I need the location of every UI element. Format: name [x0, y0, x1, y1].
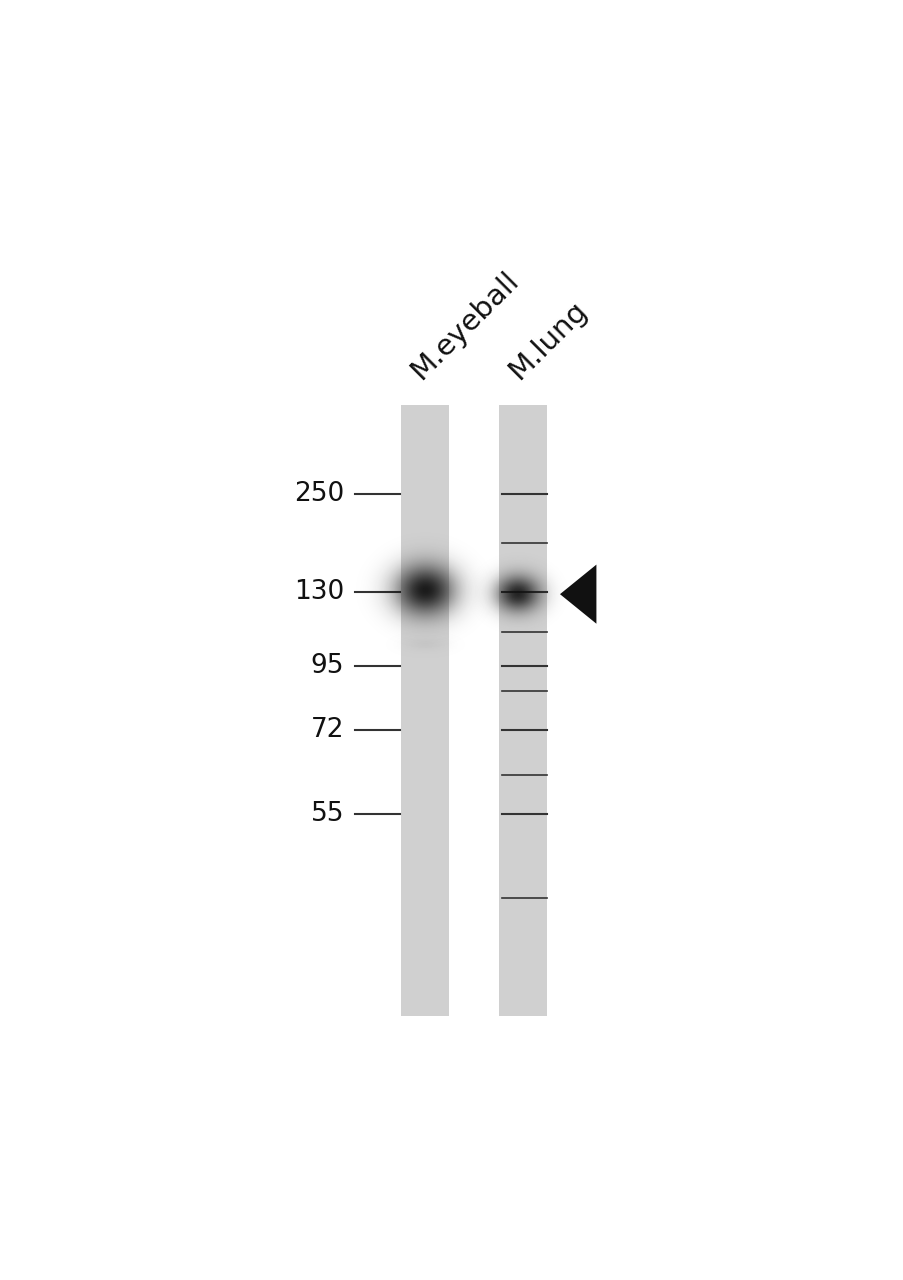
- Text: M.lung: M.lung: [502, 296, 591, 385]
- Text: 95: 95: [311, 653, 344, 680]
- Bar: [498, 404, 546, 1016]
- Text: 250: 250: [293, 480, 344, 507]
- Text: 55: 55: [311, 801, 344, 827]
- Polygon shape: [559, 564, 596, 623]
- Text: M.eyeball: M.eyeball: [405, 266, 523, 385]
- Text: 130: 130: [293, 579, 344, 605]
- Text: 72: 72: [311, 717, 344, 744]
- Bar: [401, 404, 448, 1016]
